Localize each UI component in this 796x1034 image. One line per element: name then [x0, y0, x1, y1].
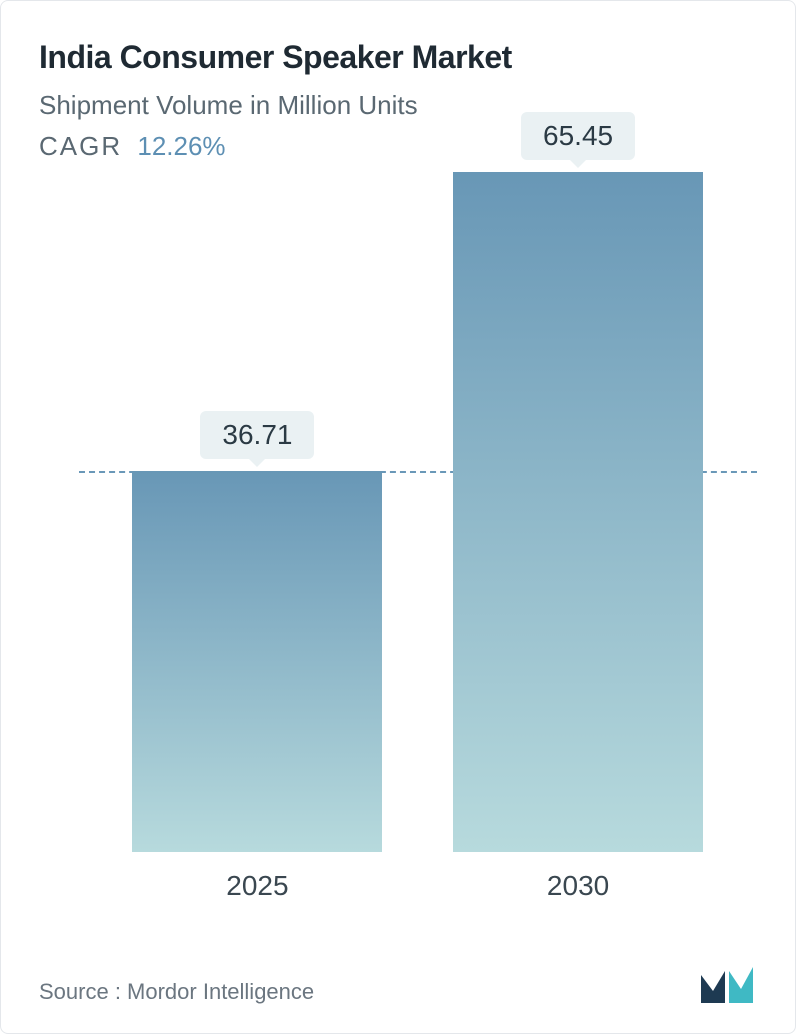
x-label-2030: 2030: [453, 870, 703, 902]
x-label-2025: 2025: [132, 870, 382, 902]
bar-2025: [132, 471, 382, 852]
value-label-2025: 36.71: [200, 411, 314, 459]
chart-area: 36.71202565.452030: [39, 172, 757, 945]
chart-title: India Consumer Speaker Market: [39, 39, 757, 76]
chart-card: India Consumer Speaker Market Shipment V…: [0, 0, 796, 1034]
footer: Source : Mordor Intelligence: [39, 963, 757, 1005]
cagr-value: 12.26%: [137, 131, 225, 161]
plot-region: 36.71202565.452030: [79, 172, 747, 852]
bar-wrap-2030: 65.45: [453, 112, 703, 852]
bar-2030: [453, 172, 703, 852]
source-text: Source : Mordor Intelligence: [39, 979, 314, 1005]
bar-wrap-2025: 36.71: [132, 411, 382, 852]
value-label-2030: 65.45: [521, 112, 635, 160]
mordor-logo-icon: [699, 963, 757, 1005]
cagr-label: CAGR: [39, 131, 122, 161]
